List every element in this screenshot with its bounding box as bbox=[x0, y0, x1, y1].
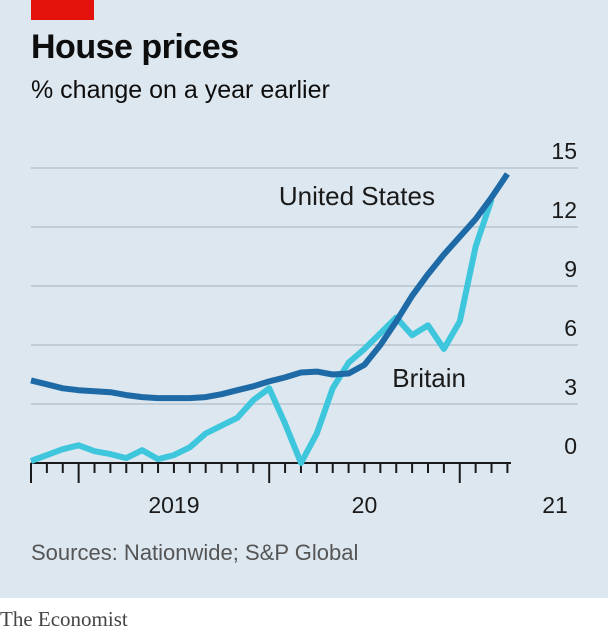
x-tick-label: 20 bbox=[352, 492, 378, 518]
chart-card: House prices % change on a year earlier … bbox=[0, 0, 608, 598]
series-label-united-states: United States bbox=[279, 181, 435, 211]
line-chart: 0 3 6 9 12 15 2019 20 21 United States Britain bbox=[29, 138, 578, 518]
y-axis-tick-labels: 0 3 6 9 12 15 bbox=[551, 138, 577, 459]
series-label-britain: Britain bbox=[392, 363, 466, 393]
y-tick-label: 6 bbox=[564, 315, 577, 341]
x-tick-label: 2019 bbox=[148, 492, 199, 518]
brand-red-tag bbox=[31, 0, 94, 20]
gridlines bbox=[31, 167, 578, 405]
series-annotations: United States Britain bbox=[279, 181, 466, 393]
y-tick-label: 0 bbox=[564, 433, 577, 459]
source-note: Sources: Nationwide; S&P Global bbox=[31, 540, 359, 565]
chart-title: House prices bbox=[31, 28, 239, 66]
series-lines bbox=[29, 172, 510, 466]
publisher-brand: The Economist bbox=[0, 607, 128, 631]
y-tick-label: 12 bbox=[551, 197, 577, 223]
y-tick-label: 9 bbox=[564, 256, 577, 282]
y-tick-label: 3 bbox=[564, 374, 577, 400]
chart-subtitle: % change on a year earlier bbox=[31, 76, 330, 104]
series-line-britain bbox=[29, 198, 495, 466]
series-line-united-states bbox=[30, 172, 510, 402]
x-axis: 2019 20 21 bbox=[30, 462, 568, 518]
y-tick-label: 15 bbox=[551, 138, 577, 164]
x-tick-label: 21 bbox=[542, 492, 568, 518]
